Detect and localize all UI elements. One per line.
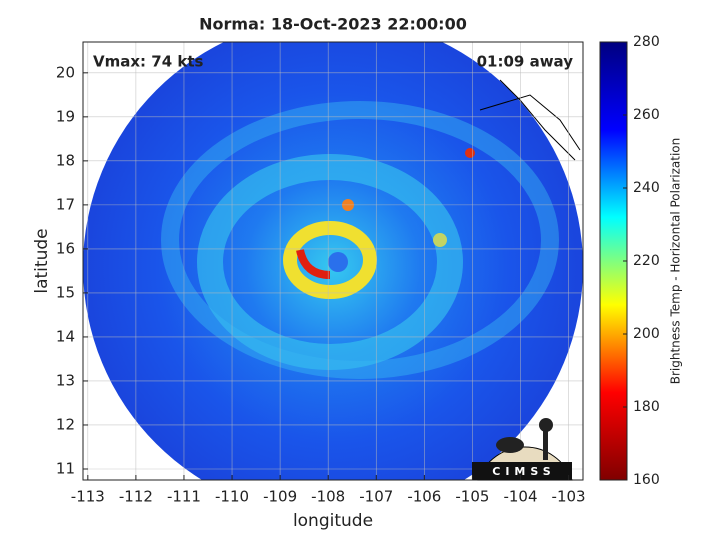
rainband: [197, 154, 463, 370]
colorbar-tick-label: 200: [633, 326, 660, 342]
x-axis-label: longitude: [293, 511, 373, 531]
convection: [433, 233, 447, 247]
annotation: Vmax: 74 kts: [93, 53, 203, 71]
convection: [465, 148, 475, 158]
colorbar-tick-label: 220: [633, 253, 660, 269]
x-tick-label: -109: [263, 488, 297, 506]
y-axis-label: latitude: [32, 228, 52, 293]
rainband: [161, 101, 559, 379]
colorbar-tick-label: 180: [633, 399, 660, 415]
coastline: [479, 94, 581, 151]
y-tick-label: 18: [56, 151, 75, 169]
eyewall: [283, 221, 377, 299]
chart-title: Norma: 18-Oct-2023 22:00:00: [199, 15, 467, 34]
colorbar: [599, 41, 628, 481]
x-tick-label: -106: [407, 488, 441, 506]
logo-dish: [496, 437, 524, 453]
logo: CIMSS: [472, 418, 573, 481]
y-tick-label: 19: [56, 107, 75, 125]
x-tick-label: -105: [455, 488, 489, 506]
y-tick-label: 12: [56, 415, 75, 433]
logo-text: CIMSS: [492, 465, 555, 478]
y-tick-label: 16: [56, 239, 75, 257]
y-tick-label: 13: [56, 371, 75, 389]
x-tick-label: -113: [71, 488, 105, 506]
annotation: 01:09 away: [477, 53, 574, 71]
x-tick-label: -108: [311, 488, 345, 506]
x-tick-label: -111: [167, 488, 201, 506]
x-tick-label: -110: [215, 488, 249, 506]
colorbar-tick-label: 260: [633, 107, 660, 123]
colorbar-label: Brightness Temp - Horizontal Polarizatio…: [669, 138, 683, 385]
logo-tower-top: [539, 418, 553, 432]
colorbar-tick-label: 240: [633, 180, 660, 196]
coastline: [499, 79, 576, 161]
y-tick-label: 15: [56, 283, 75, 301]
y-tick-label: 14: [56, 327, 75, 345]
x-tick-label: -107: [359, 488, 393, 506]
satellite-image: [83, 42, 583, 480]
logo-bar: [472, 462, 572, 480]
eyewall-core: [296, 249, 331, 279]
x-tick-label: -103: [552, 488, 586, 506]
y-tick-label: 17: [56, 195, 75, 213]
y-tick-label: 11: [56, 459, 75, 477]
plot-frame: [82, 41, 584, 481]
eye: [328, 252, 348, 272]
x-tick-label: -104: [503, 488, 537, 506]
colorbar-tick-label: 280: [633, 34, 660, 50]
x-tick-label: -112: [119, 488, 153, 506]
colorbar-tick-label: 160: [633, 472, 660, 488]
y-tick-label: 20: [56, 63, 75, 81]
logo-tower: [543, 425, 548, 460]
